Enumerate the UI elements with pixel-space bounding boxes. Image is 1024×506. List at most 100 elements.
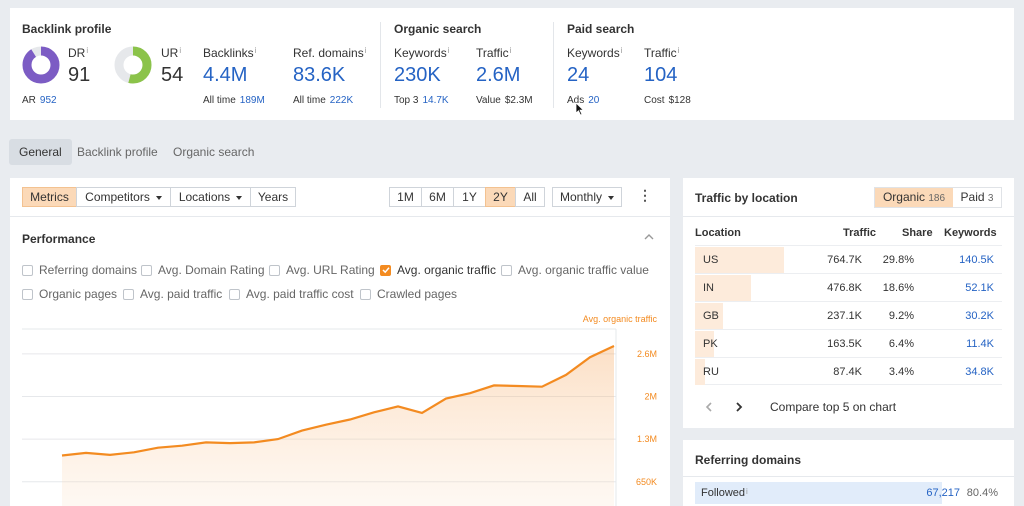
paid-traffic-label[interactable]: Traffici [644, 46, 680, 60]
checkbox-box[interactable] [229, 288, 240, 300]
organic-traffic-value-sub: Value $2.3M [476, 95, 533, 106]
more-options-icon[interactable]: ⋮ [638, 187, 652, 203]
followed-value[interactable]: 67,217 [926, 487, 960, 499]
ur-label[interactable]: URi [161, 46, 182, 60]
referring-domains-card: Referring domains Followedi 67,217 80.4% [683, 440, 1014, 506]
chevron-down-icon [236, 195, 243, 200]
backlinks-label[interactable]: Backlinksi [203, 46, 257, 60]
header-keywords[interactable]: Keywords [944, 227, 997, 239]
ref-domains-all-time: All time 222K [293, 95, 354, 106]
organic-keywords-label[interactable]: Keywordsi [394, 46, 450, 60]
paid-traffic-value[interactable]: 104 [644, 64, 678, 86]
checkbox-avg-organic-traffic[interactable]: Avg. organic traffic [380, 263, 496, 277]
section-divider [553, 22, 554, 108]
locations-dropdown[interactable]: Locations [170, 187, 251, 207]
checkbox-box[interactable] [22, 288, 33, 300]
info-icon[interactable]: i [620, 46, 623, 55]
paid-keywords-value[interactable]: 24 [567, 64, 590, 86]
chevron-right-icon[interactable] [735, 401, 743, 413]
tab-backlink-profile[interactable]: Backlink profile [77, 145, 158, 159]
toggle-organic[interactable]: Organic 186 [875, 188, 953, 207]
info-icon[interactable]: i [677, 46, 680, 55]
organic-traffic-label[interactable]: Traffici [476, 46, 512, 60]
checkbox-avg-url-rating[interactable]: Avg. URL Rating [269, 263, 375, 277]
info-icon[interactable]: i [179, 46, 182, 55]
years-button[interactable]: Years [250, 187, 296, 207]
card-divider [683, 476, 1014, 477]
overview-card: Backlink profile DRi 91 URi 54 AR 952 Bac… [10, 8, 1014, 120]
ar-stat: AR 952 [22, 95, 57, 106]
info-icon[interactable]: i [509, 46, 512, 55]
performance-card: Metrics Competitors Locations Years 1M 6… [10, 178, 670, 506]
ref-domains-value[interactable]: 83.6K [293, 64, 346, 86]
y-tick-label: 2M [644, 392, 657, 402]
checkbox-referring-domains[interactable]: Referring domains [22, 263, 137, 277]
ref-domains-label[interactable]: Ref. domainsi [293, 46, 367, 60]
info-icon[interactable]: i [746, 487, 748, 496]
compare-top5-link[interactable]: Compare top 5 on chart [770, 400, 897, 414]
table-row[interactable]: US 764.7K 29.8% 140.5K [695, 245, 1002, 273]
info-icon[interactable]: i [447, 46, 450, 55]
tab-organic-search[interactable]: Organic search [173, 145, 255, 159]
checkbox-organic-pages[interactable]: Organic pages [22, 287, 117, 301]
info-icon[interactable]: i [254, 46, 257, 55]
collapse-chevron-icon[interactable] [643, 233, 655, 241]
toolbar-divider [10, 216, 670, 217]
toggle-paid[interactable]: Paid 3 [960, 190, 994, 204]
organic-traffic-chart[interactable]: Avg. organic traffic 2.6M 2M 1.3M 650K [10, 308, 670, 506]
backlinks-value[interactable]: 4.4M [203, 64, 248, 86]
range-2y-button[interactable]: 2Y [485, 187, 516, 207]
table-row[interactable]: GB 237.1K 9.2% 30.2K [695, 301, 1002, 329]
followed-row[interactable]: Followedi 67,217 80.4% [695, 482, 1002, 504]
interval-dropdown[interactable]: Monthly [552, 187, 622, 207]
dr-label[interactable]: DRi [68, 46, 89, 60]
chevron-left-icon[interactable] [705, 401, 713, 413]
checkbox-avg-paid-traffic-cost[interactable]: Avg. paid traffic cost [229, 287, 354, 301]
header-traffic[interactable]: Traffic [843, 227, 877, 239]
organic-traffic-area [62, 346, 614, 506]
share-bar [695, 359, 706, 385]
range-1m-button[interactable]: 1M [389, 187, 422, 207]
paid-search-title: Paid search [567, 22, 635, 36]
ar-value[interactable]: 952 [39, 95, 57, 106]
chevron-down-icon [155, 195, 162, 200]
competitors-dropdown[interactable]: Competitors [76, 187, 171, 207]
range-6m-button[interactable]: 6M [421, 187, 454, 207]
checkbox-avg-domain-rating[interactable]: Avg. Domain Rating [141, 263, 265, 277]
range-all-button[interactable]: All [515, 187, 545, 207]
organic-search-title: Organic search [394, 22, 482, 36]
checkbox-box[interactable] [22, 264, 33, 276]
followed-label: Followedi [701, 487, 748, 499]
traffic-by-location-card: Traffic by location Organic 186 Paid 3 L… [683, 178, 1014, 428]
paid-keywords-label[interactable]: Keywordsi [567, 46, 623, 60]
checkbox-crawled-pages[interactable]: Crawled pages [360, 287, 457, 301]
organic-traffic-value[interactable]: 2.6M [476, 64, 521, 86]
metrics-button[interactable]: Metrics [22, 187, 77, 207]
checkbox-box[interactable] [360, 288, 371, 300]
series-label: Avg. organic traffic [583, 314, 658, 324]
organic-keywords-value[interactable]: 230K [394, 64, 441, 86]
info-icon[interactable]: i [86, 46, 89, 55]
table-row[interactable]: IN 476.8K 18.6% 52.1K [695, 273, 1002, 301]
traffic-by-location-title: Traffic by location [695, 191, 798, 205]
header-share[interactable]: Share [902, 227, 933, 239]
checkbox-avg-paid-traffic[interactable]: Avg. paid traffic [123, 287, 222, 301]
checkbox-box-checked[interactable] [380, 264, 391, 276]
checkbox-box[interactable] [141, 264, 152, 276]
header-location[interactable]: Location [695, 227, 741, 239]
performance-title: Performance [22, 232, 96, 246]
paid-cost: Cost $128 [644, 95, 691, 106]
checkbox-box[interactable] [269, 264, 280, 276]
paid-ads: Ads 20 [567, 95, 600, 106]
share-bar [695, 275, 751, 301]
checkbox-box[interactable] [501, 264, 512, 276]
tab-general[interactable]: General [9, 139, 72, 165]
info-icon[interactable]: i [364, 46, 367, 55]
checkbox-box[interactable] [123, 288, 134, 300]
table-row[interactable]: RU 87.4K 3.4% 34.8K [695, 357, 1002, 385]
range-1y-button[interactable]: 1Y [453, 187, 486, 207]
y-tick-label: 650K [636, 477, 657, 487]
organic-paid-toggle: Organic 186 Paid 3 [874, 187, 1002, 208]
table-row[interactable]: PK 163.5K 6.4% 11.4K [695, 329, 1002, 357]
checkbox-avg-organic-traffic-value[interactable]: Avg. organic traffic value [501, 263, 649, 277]
